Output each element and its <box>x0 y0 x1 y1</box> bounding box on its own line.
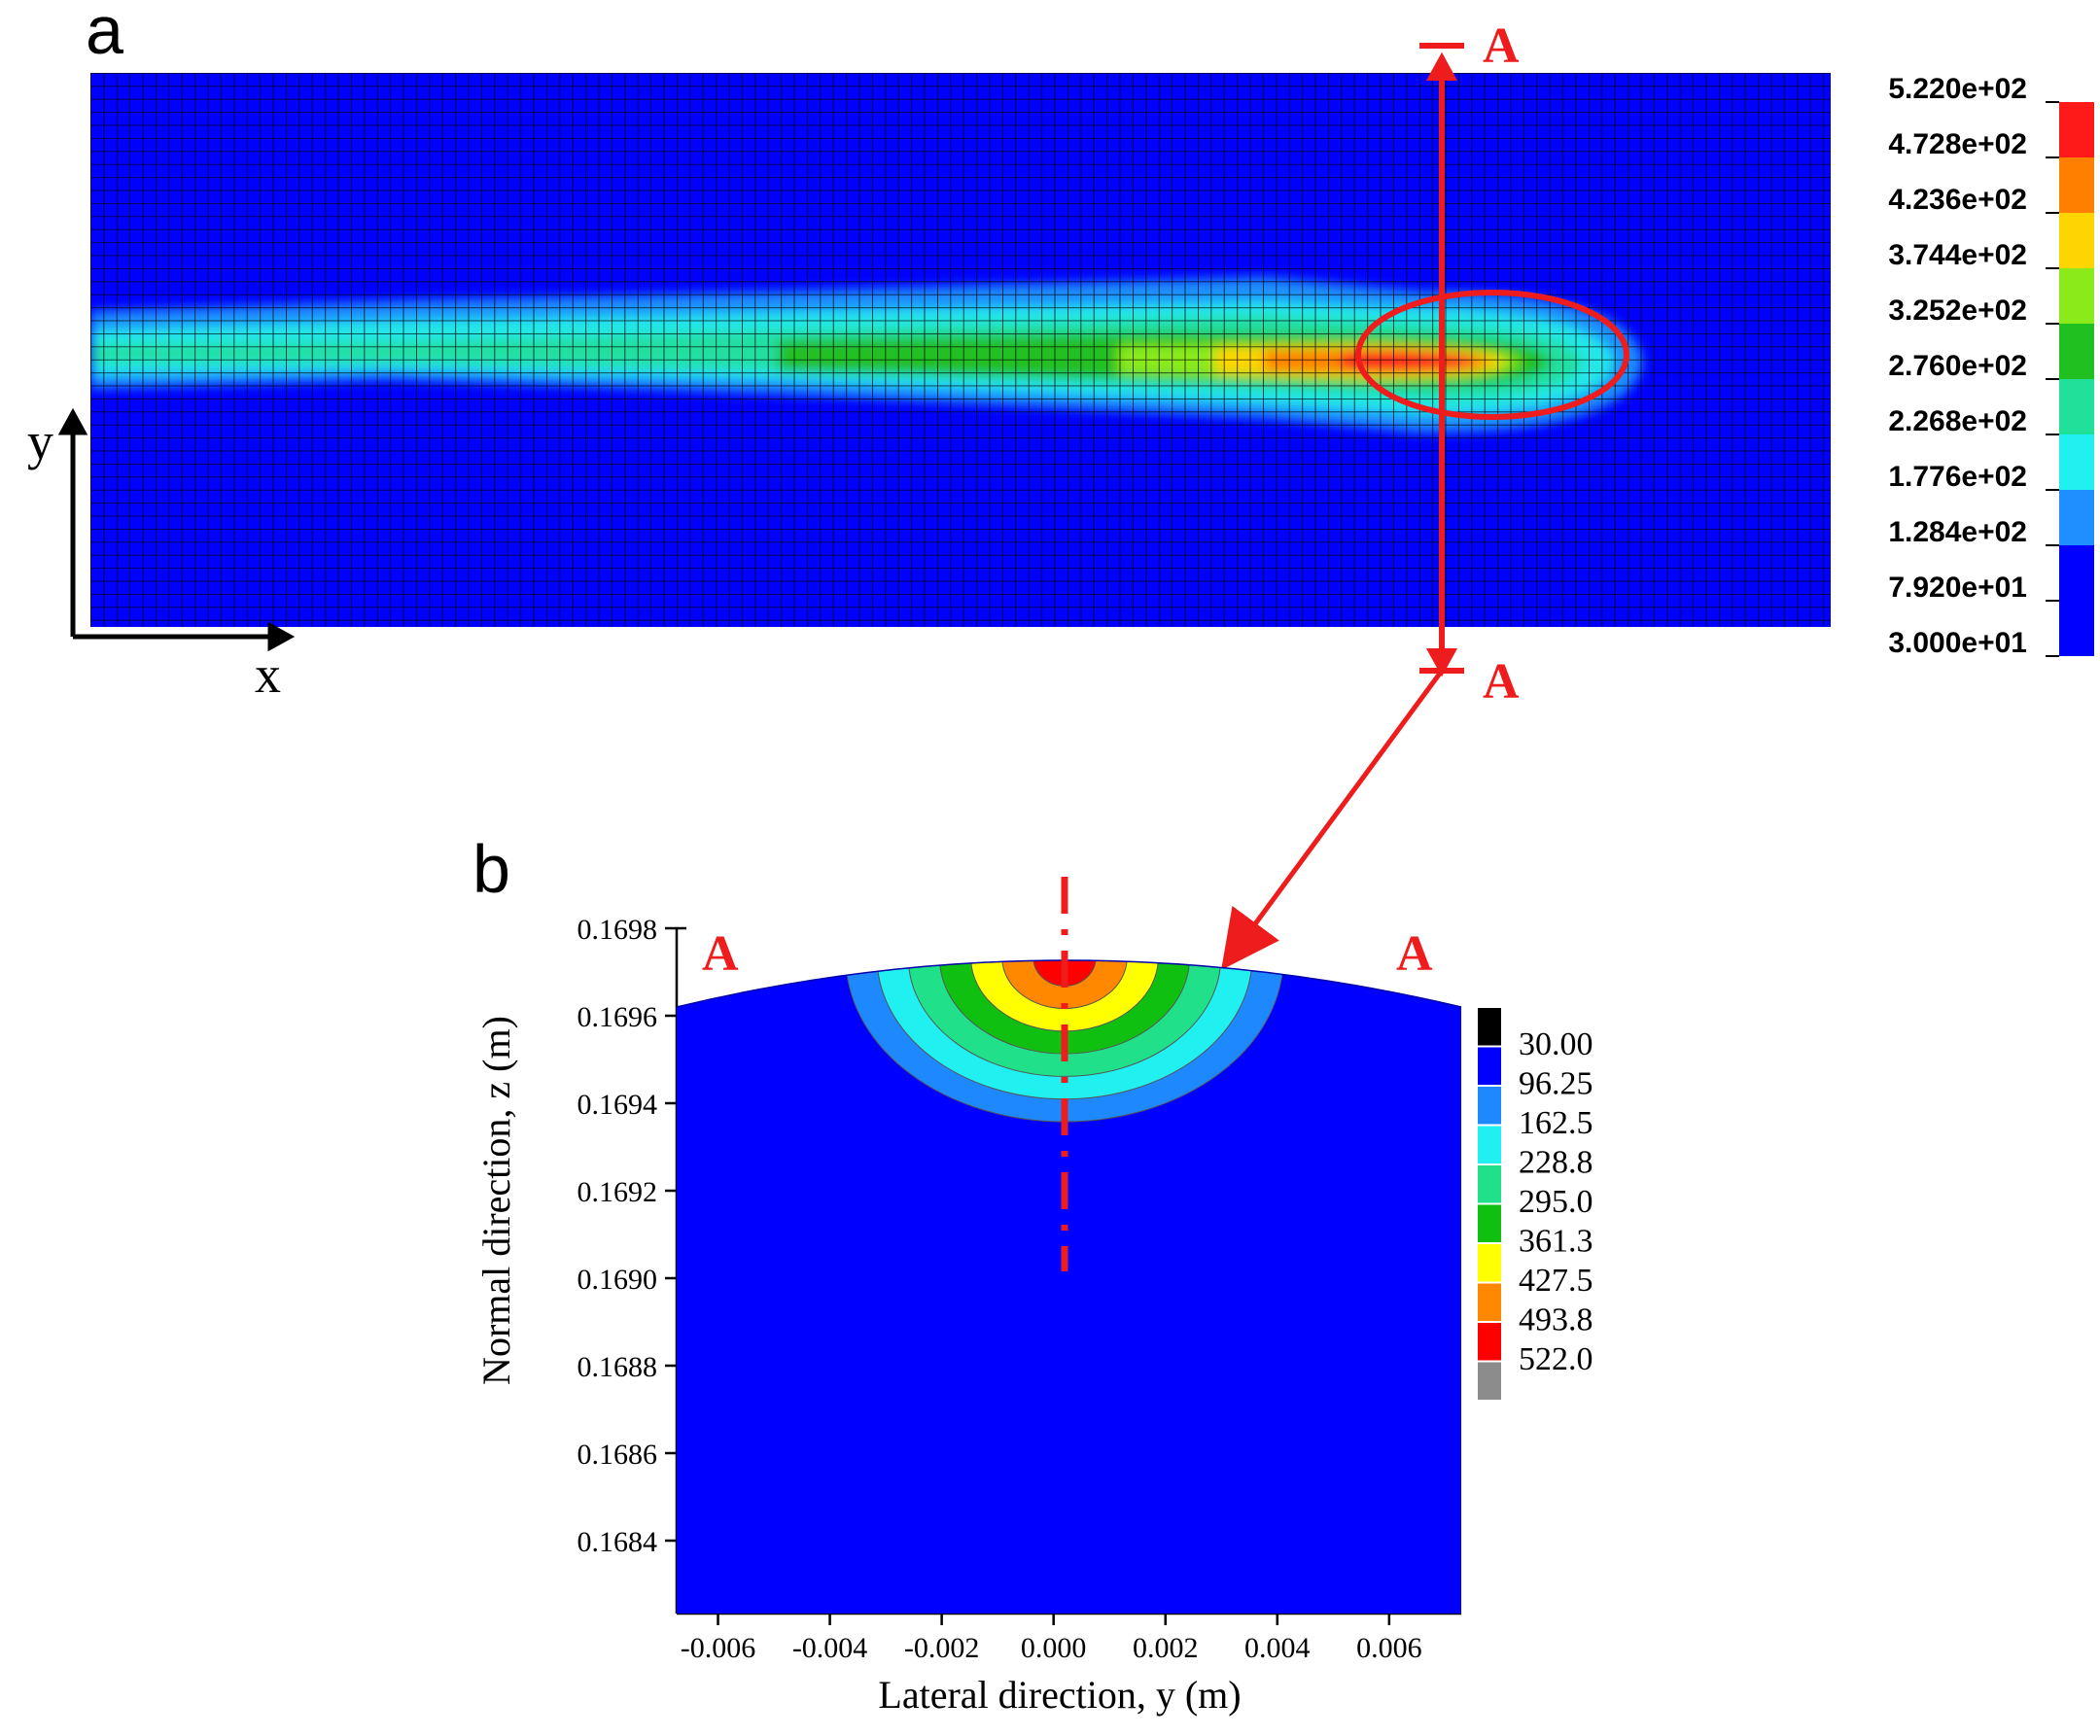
colorbar-a-tick-label: 1.284e+02 <box>1888 516 2027 548</box>
panel-b-y-ticks: 0.1698 0.1696 0.1694 0.1692 0.1690 0.1688 0.16… <box>578 914 677 1558</box>
colorbar-a-swatch <box>2059 601 2094 656</box>
colorbar-a-tick-label: 5.220e+02 <box>1888 73 2027 105</box>
legend-b-swatch <box>1478 1165 1501 1203</box>
x-tick-label: 0.002 <box>1133 1632 1199 1664</box>
colorbar-a-swatch <box>2059 545 2094 601</box>
y-tick-label: 0.1688 <box>578 1351 658 1383</box>
colorbar-a-tick-label: 3.744e+02 <box>1888 239 2027 271</box>
legend-b-swatch <box>1478 1283 1501 1321</box>
panel-b-xlabel: Lateral direction, y (m) <box>878 1673 1241 1717</box>
connector-arrow <box>1221 669 1445 971</box>
y-tick-label: 0.1696 <box>578 1001 658 1033</box>
legend-b-swatch <box>1478 1323 1501 1361</box>
section-marker-top: A <box>1483 18 1520 74</box>
colorbar-a-swatch <box>2059 434 2094 490</box>
legend-b-value: 522.0 <box>1519 1341 1593 1377</box>
x-tick-label: 0.000 <box>1021 1632 1087 1664</box>
legend-b-swatch <box>1478 1204 1501 1242</box>
legend-b-value: 493.8 <box>1519 1302 1593 1338</box>
x-tick-label: -0.004 <box>792 1632 868 1664</box>
colorbar-a-swatch <box>2059 490 2094 545</box>
colorbar-a-swatch <box>2059 379 2094 434</box>
legend-b-swatch <box>1478 1362 1501 1400</box>
legend-b-swatch <box>1478 1126 1501 1163</box>
cross-section-field <box>677 960 1461 1614</box>
x-tick-label: -0.006 <box>681 1632 756 1664</box>
colorbar-a-swatch <box>2059 268 2094 324</box>
temperature-field-top-view <box>90 73 1831 627</box>
colorbar-a-tick-label: 2.268e+02 <box>1888 405 2027 437</box>
legend-b-value: 162.5 <box>1519 1105 1593 1141</box>
colorbar-a-tick-label: 3.000e+01 <box>1888 627 2027 659</box>
legend-b-value: 295.0 <box>1519 1184 1593 1220</box>
legend-b-swatch <box>1478 1047 1501 1085</box>
panel-b-x-ticks: -0.006 -0.004 -0.002 0.000 0.002 0.004 0.006 <box>681 1614 1422 1664</box>
legend-b-swatch <box>1478 1087 1501 1125</box>
section-marker-left: A <box>702 926 739 982</box>
colorbar-a-tick-label: 1.776e+02 <box>1888 461 2027 493</box>
colorbar-a-tick-label: 4.728e+02 <box>1888 128 2027 160</box>
contour-bands <box>845 960 1284 1123</box>
y-tick-label: 0.1684 <box>578 1526 658 1558</box>
melt-pool-highlight <box>1355 290 1629 420</box>
colorbar-a-swatch <box>2059 157 2094 213</box>
legend-b-swatch <box>1478 1008 1501 1046</box>
colorbar-a-swatch <box>2059 102 2094 157</box>
x-tick-label: -0.002 <box>904 1632 980 1664</box>
axis-x-label: x <box>255 645 281 704</box>
y-tick-label: 0.1686 <box>578 1439 658 1471</box>
colorbar-a-tick-label: 3.252e+02 <box>1888 295 2027 327</box>
section-marker-right: A <box>1396 926 1433 982</box>
y-tick-label: 0.1698 <box>578 914 658 946</box>
colorbar-panel-a: 5.220e+02 4.728e+02 4.236e+02 3.744e+02 3.25… <box>1888 73 2094 659</box>
legend-b-swatch <box>1478 1244 1501 1282</box>
x-tick-label: 0.004 <box>1244 1632 1311 1664</box>
panel-b-ylabel: Normal direction, z (m) <box>474 1016 518 1385</box>
legend-b-value: 427.5 <box>1519 1263 1593 1299</box>
colorbar-a-swatch <box>2059 213 2094 268</box>
axis-y-label: y <box>27 412 53 470</box>
colorbar-a-tick-label: 4.236e+02 <box>1888 184 2027 216</box>
panel-b-label: b <box>472 831 510 907</box>
legend-b-value: 30.00 <box>1519 1026 1593 1062</box>
legend-b-value: 228.8 <box>1519 1145 1593 1181</box>
colorbar-a-swatch <box>2059 324 2094 379</box>
coordinate-axes <box>57 407 296 652</box>
legend-b-value: 96.25 <box>1519 1066 1593 1102</box>
y-tick-label: 0.1692 <box>578 1176 658 1208</box>
section-line-a-a <box>1419 43 1464 677</box>
colorbar-a-tick-label: 7.920e+01 <box>1888 572 2027 604</box>
y-tick-label: 0.1690 <box>578 1264 658 1296</box>
colorbar-a-tick-label: 2.760e+02 <box>1888 350 2027 382</box>
legend-b-value: 361.3 <box>1519 1224 1593 1260</box>
panel-a-label: a <box>86 0 123 68</box>
y-tick-label: 0.1694 <box>578 1089 658 1121</box>
section-marker-bottom: A <box>1483 654 1520 710</box>
x-tick-label: 0.006 <box>1356 1632 1422 1664</box>
